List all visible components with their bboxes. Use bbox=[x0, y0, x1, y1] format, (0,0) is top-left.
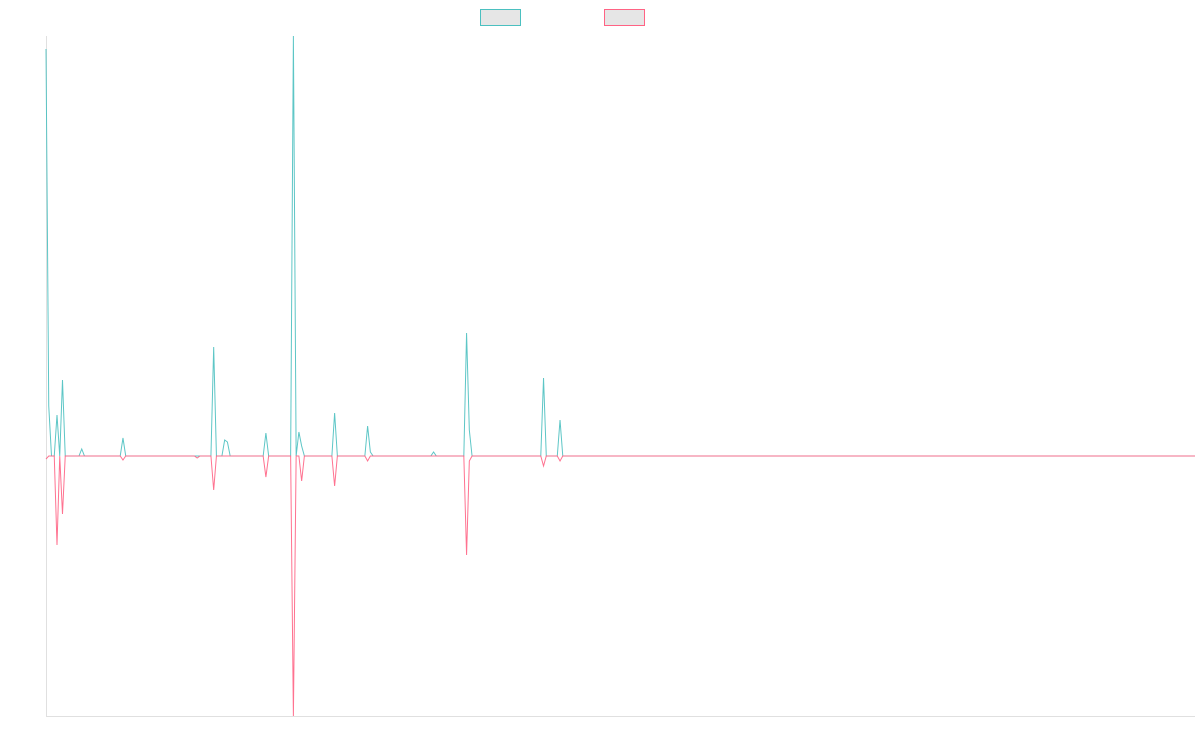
legend-item-series-2[interactable] bbox=[604, 9, 645, 26]
plot-area bbox=[45, 35, 1195, 717]
series-line-1 bbox=[45, 35, 1195, 457]
series-line-2 bbox=[45, 455, 1195, 717]
legend-swatch bbox=[480, 9, 521, 26]
legend bbox=[480, 9, 645, 26]
legend-swatch bbox=[604, 9, 645, 26]
legend-item-series-1[interactable] bbox=[480, 9, 521, 26]
